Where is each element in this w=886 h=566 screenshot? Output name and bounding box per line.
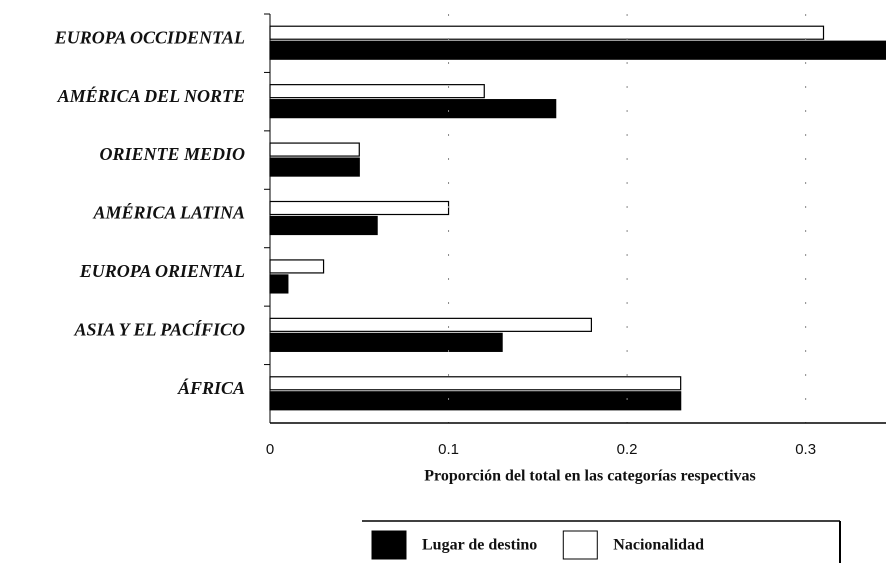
bar	[269, 332, 503, 352]
plot-area	[269, 25, 886, 411]
bar	[269, 200, 450, 216]
y-tick-label: ÁFRICA	[177, 377, 245, 398]
bar	[269, 317, 592, 332]
legend-swatch	[562, 530, 598, 560]
y-tick-label: EUROPA OCCIDENTAL	[54, 27, 245, 47]
bar	[269, 84, 485, 99]
y-tick-label: EUROPA ORIENTAL	[79, 261, 245, 281]
y-tick-label: AMÉRICA DEL NORTE	[57, 85, 245, 106]
y-tick-label: ORIENTE MEDIO	[99, 144, 245, 164]
bar	[269, 391, 682, 411]
legend-label: Lugar de destino	[422, 537, 537, 554]
legend-swatch	[371, 530, 407, 560]
y-tick-label: AMÉRICA LATINA	[92, 202, 245, 223]
bar	[269, 274, 289, 294]
bar	[269, 40, 886, 60]
bar	[269, 25, 825, 40]
bar	[269, 215, 378, 236]
x-tick-label: 0.2	[617, 441, 638, 458]
bar	[269, 376, 682, 391]
x-tick-label: 0.1	[438, 441, 459, 458]
bar	[269, 99, 557, 119]
x-tick-label: 0	[266, 441, 274, 458]
legend-label: Nacionalidad	[613, 537, 704, 554]
x-tick-label: 0.3	[795, 441, 816, 458]
bar	[269, 157, 360, 177]
y-tick-label: ASIA Y EL PACÍFICO	[73, 318, 245, 339]
bar	[269, 142, 360, 157]
x-axis-label: Proporción del total en las categorías r…	[424, 468, 756, 485]
bar	[269, 259, 325, 274]
